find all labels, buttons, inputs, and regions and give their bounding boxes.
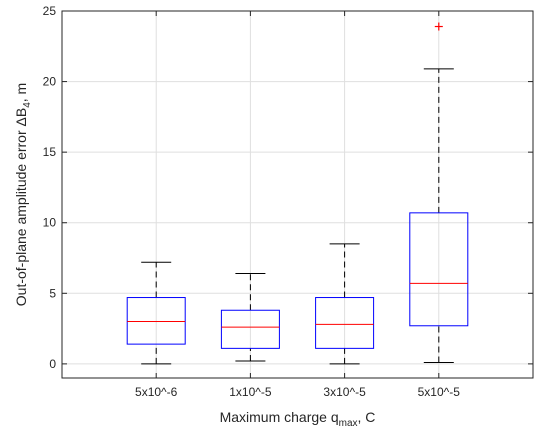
y-axis-label-tail: , m — [13, 83, 29, 102]
x-tick-label: 5x10^-5 — [418, 385, 461, 399]
x-tick-label: 5x10^-6 — [135, 385, 178, 399]
interquartile-box — [220, 309, 280, 349]
interquartile-box — [409, 212, 469, 327]
box-3 — [315, 243, 375, 365]
plot-area-frame — [61, 10, 534, 379]
box-plot-series — [126, 22, 469, 365]
x-axis-label: Maximum charge qmax, C — [220, 409, 376, 429]
box-2 — [220, 273, 280, 362]
y-axis-label-subscript: 4 — [22, 102, 33, 108]
interquartile-box — [315, 297, 375, 349]
interquartile-box — [126, 297, 186, 345]
x-axis-label-main: Maximum charge q — [220, 409, 339, 425]
y-axis-label-main: Out-of-plane amplitude error ΔB — [13, 108, 29, 306]
y-axis-label: Out-of-plane amplitude error ΔB4, m — [13, 83, 33, 306]
outlier-marker — [434, 22, 443, 31]
y-tick-label: 5 — [49, 286, 56, 300]
axis-ticks: 0 5 10 15 20 25 5x10^-6 1x10^-5 3x10^-5 5x10^-5 — [43, 4, 533, 399]
y-tick-label: 15 — [43, 145, 57, 159]
x-axis-label-tail: , C — [358, 409, 376, 425]
y-tick-label: 0 — [49, 357, 56, 371]
x-axis-label-subscript: max — [339, 418, 358, 429]
box-4 — [409, 22, 469, 363]
y-tick-label: 20 — [43, 75, 57, 89]
y-tick-label: 10 — [43, 216, 57, 230]
box-1 — [126, 261, 186, 365]
x-tick-label: 3x10^-5 — [323, 385, 366, 399]
x-tick-label: 1x10^-5 — [229, 385, 272, 399]
grid-lines — [62, 10, 533, 378]
y-tick-label: 25 — [43, 4, 57, 18]
